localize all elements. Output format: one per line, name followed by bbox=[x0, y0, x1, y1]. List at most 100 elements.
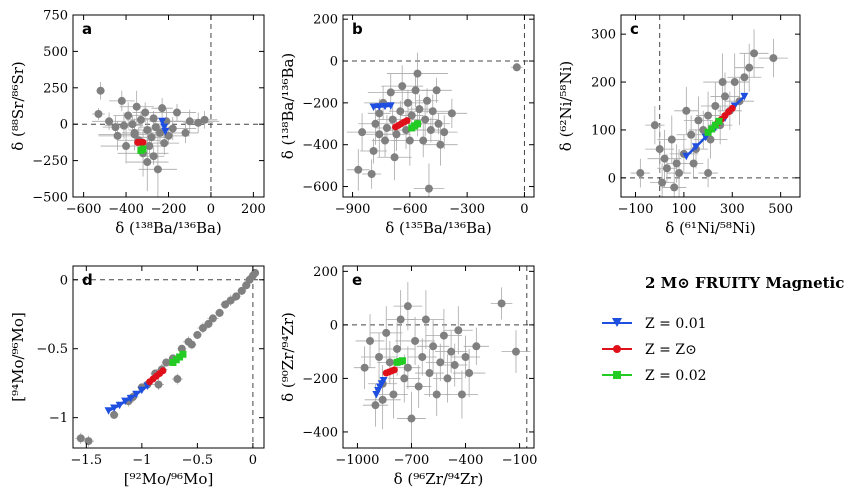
y-tick-label: −200 bbox=[302, 96, 338, 111]
data-point bbox=[94, 110, 103, 119]
x-tick-label: 0 bbox=[207, 202, 215, 217]
model-marker bbox=[126, 394, 135, 403]
data-point bbox=[439, 331, 448, 340]
data-point bbox=[122, 142, 131, 151]
y-tick-label: 200 bbox=[591, 76, 616, 91]
y-tick-label: 200 bbox=[313, 265, 338, 280]
axes-frame bbox=[620, 14, 801, 198]
plot-area bbox=[73, 15, 264, 197]
data-point bbox=[655, 145, 664, 154]
panel-letter: e bbox=[352, 271, 362, 289]
x-tick-label: −600 bbox=[392, 202, 428, 217]
data-point bbox=[386, 88, 395, 97]
panel-letter: b bbox=[352, 20, 363, 38]
legend-entry-high-z: Z = 0.02 bbox=[602, 368, 707, 384]
data-point bbox=[465, 369, 474, 378]
x-tick-label: −1 bbox=[132, 453, 151, 468]
data-point bbox=[124, 111, 133, 120]
data-point bbox=[447, 347, 456, 356]
data-point bbox=[660, 154, 669, 163]
data-point bbox=[143, 126, 152, 135]
data-point bbox=[136, 115, 145, 124]
data-point bbox=[472, 342, 481, 351]
axes-frame bbox=[342, 265, 535, 449]
data-point bbox=[371, 119, 380, 128]
x-tick-label: −100 bbox=[502, 453, 538, 468]
data-point bbox=[704, 111, 713, 120]
data-point bbox=[198, 324, 207, 333]
x-tick-label: −300 bbox=[449, 202, 485, 217]
y-axis-label: δ (¹³⁸Ba/¹³⁶Ba) bbox=[279, 53, 297, 160]
legend: 2 M⊙ FRUITY Magnetic Z = 0.01 Z = Z⊙ Z =… bbox=[602, 274, 844, 384]
data-point bbox=[76, 434, 85, 443]
data-point bbox=[128, 120, 137, 129]
y-tick-label: −1 bbox=[49, 411, 68, 426]
panel-d: −1.5 −1 −0.5 0−1−0.50 d[⁹²Mo/⁹⁶Mo][⁹⁴Mo/⁹⁶Mo… bbox=[9, 265, 265, 488]
data-point bbox=[251, 268, 260, 277]
model-marker bbox=[115, 401, 124, 410]
x-tick-label: −0.5 bbox=[182, 453, 214, 468]
y-tick-label: 100 bbox=[591, 123, 616, 138]
data-point bbox=[177, 344, 186, 353]
data-point bbox=[385, 358, 394, 367]
data-point bbox=[745, 63, 754, 72]
panel-letter: a bbox=[82, 20, 92, 38]
model-marker bbox=[691, 143, 700, 151]
legend-entry-low-z: Z = 0.01 bbox=[602, 316, 707, 332]
x-tick-label: 100 bbox=[671, 202, 696, 217]
data-point bbox=[145, 142, 154, 151]
model-marker bbox=[139, 145, 147, 153]
x-tick-label: 300 bbox=[720, 202, 745, 217]
data-point bbox=[375, 109, 384, 118]
y-tick-label: 0 bbox=[608, 171, 616, 186]
plot-area bbox=[343, 266, 534, 448]
y-tick-label: 750 bbox=[43, 9, 68, 24]
data-point bbox=[158, 104, 167, 113]
data-point bbox=[411, 86, 420, 95]
data-point bbox=[232, 292, 241, 301]
y-tick-label: 0 bbox=[330, 318, 338, 333]
data-point bbox=[164, 131, 173, 140]
data-point bbox=[706, 135, 715, 144]
data-point bbox=[512, 63, 521, 72]
data-point bbox=[704, 169, 713, 178]
data-point bbox=[130, 130, 139, 139]
x-axis-label: [⁹²Mo/⁹⁶Mo] bbox=[124, 470, 214, 488]
data-point bbox=[721, 92, 730, 101]
data-point bbox=[132, 102, 141, 111]
data-point bbox=[204, 319, 213, 328]
x-tick-label: 500 bbox=[768, 202, 793, 217]
data-point bbox=[181, 128, 190, 137]
data-point bbox=[711, 102, 720, 110]
data-point bbox=[461, 353, 470, 361]
data-point bbox=[153, 165, 162, 174]
x-axis-label: δ (¹³⁵Ba/¹³⁶Ba) bbox=[385, 219, 492, 237]
data-point bbox=[119, 121, 128, 130]
data-point bbox=[497, 299, 506, 308]
data-point bbox=[160, 139, 169, 148]
data-point bbox=[413, 69, 422, 78]
data-point bbox=[425, 369, 434, 378]
model-marker bbox=[728, 104, 736, 112]
data-point bbox=[424, 184, 433, 193]
data-point bbox=[415, 105, 424, 114]
y-tick-label: −200 bbox=[302, 372, 338, 387]
data-point bbox=[113, 131, 122, 140]
triangle-marker-icon bbox=[612, 318, 622, 327]
model-marker bbox=[159, 367, 167, 375]
data-point bbox=[360, 363, 369, 372]
data-point bbox=[443, 374, 452, 383]
model-marker bbox=[708, 125, 716, 133]
y-tick-label: −400 bbox=[302, 425, 338, 440]
data-point bbox=[403, 98, 412, 107]
y-tick-label: −250 bbox=[32, 154, 68, 169]
model-marker bbox=[379, 377, 388, 385]
data-point bbox=[172, 108, 181, 117]
data-point bbox=[636, 169, 645, 178]
x-tick-label: −700 bbox=[394, 453, 430, 468]
panel-e: −1000 −700 −400 −100 −400 −200 0 200 e δ (⁹⁶Zr/⁹⁴… bbox=[279, 265, 537, 488]
data-point bbox=[168, 124, 177, 133]
data-point bbox=[750, 49, 759, 58]
data-point bbox=[173, 375, 182, 384]
